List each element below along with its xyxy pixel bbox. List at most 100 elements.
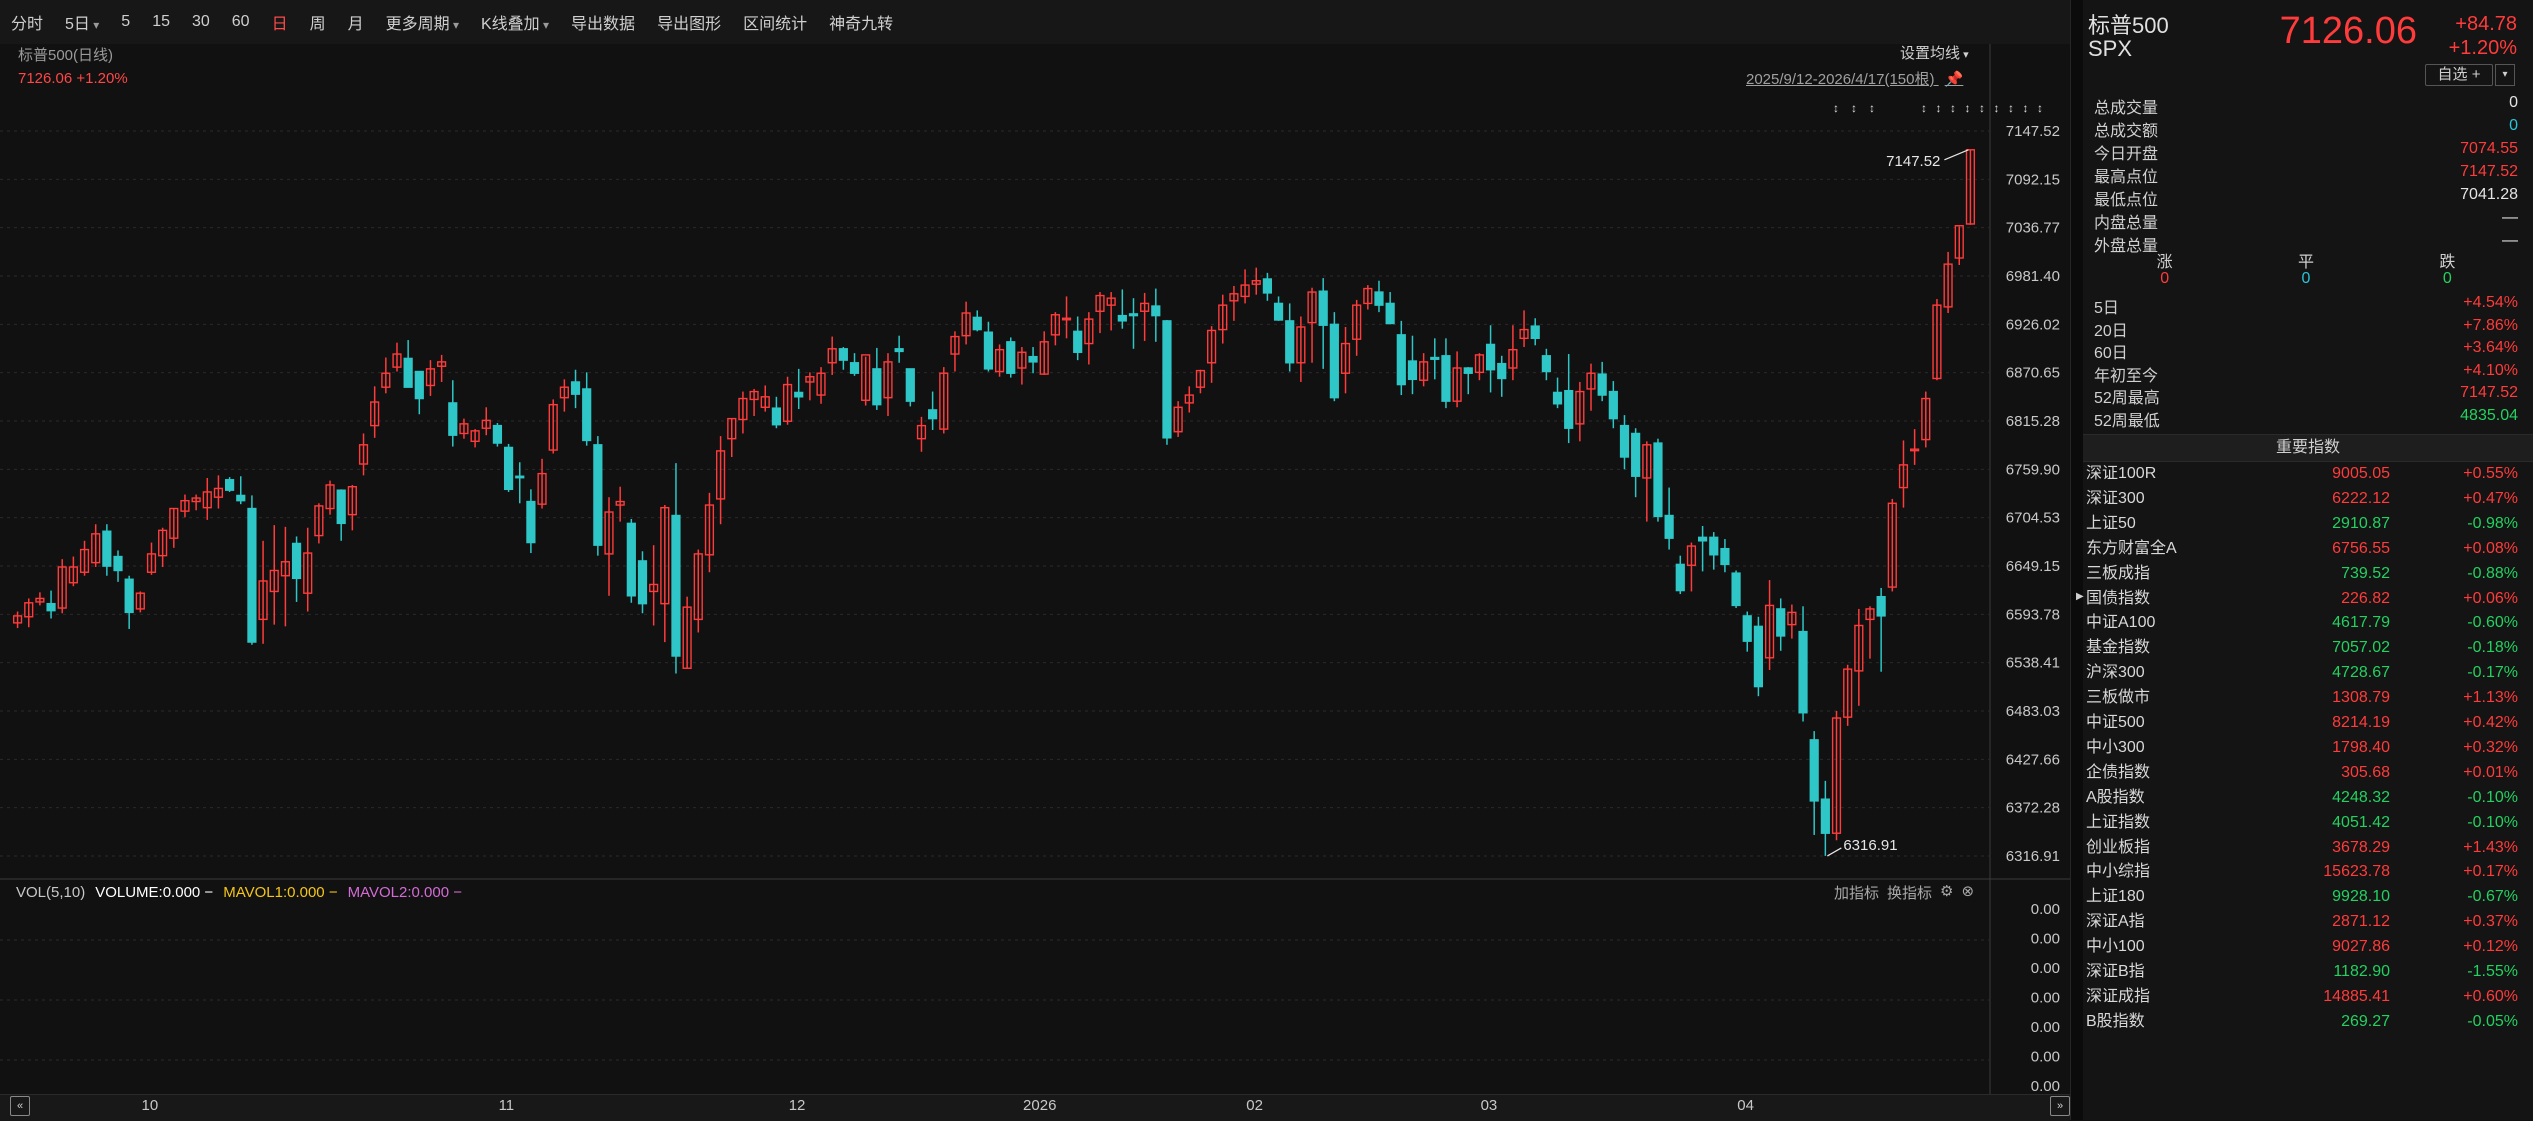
candle-body [236,494,246,502]
index-row[interactable]: 东方财富全A 6756.55 +0.08% [2086,537,2518,561]
index-row[interactable]: 三板成指 739.52 -0.88% [2086,562,2518,586]
stat-label: 总成交量 [2094,100,2159,117]
index-row[interactable]: 深证100R 9005.05 +0.55% [2086,462,2518,486]
index-price: 1798.40 [2332,738,2390,756]
candle-body [1318,290,1328,326]
event-arrow-icon: ↕ [1979,101,1985,115]
candle-body [1441,355,1451,402]
period-item[interactable]: 更多周期 [375,10,470,34]
index-name: 基金指数 [2086,639,2151,657]
vol-y-tick-label: 0.00 [2031,960,2060,977]
index-row[interactable]: 创业板指 3678.29 +1.43% [2086,836,2518,860]
period-item[interactable]: 日 [271,16,288,33]
index-row[interactable]: 上证50 2910.87 -0.98% [2086,512,2518,536]
candle-body [1619,424,1630,458]
stat-label: 最高点位 [2094,169,2159,186]
index-row[interactable]: A股指数 4248.32 -0.10% [2086,786,2518,810]
index-row[interactable]: 国债指数 226.82 +0.06% [2086,587,2518,611]
candle-body [1865,608,1875,621]
breadth-headers: 涨平跌 [2094,248,2518,272]
max-marker-label: 7147.52 [1886,153,1940,170]
index-row[interactable]: 中小综指 15623.78 +0.17% [2086,860,2518,884]
period-item[interactable]: 分时 [11,16,44,33]
candle-body [492,424,503,444]
period-item[interactable]: 15 [152,13,170,30]
candle-body [1285,320,1295,364]
candlestick-chart[interactable]: 7147.52 7092.15 7036.77 6981.40 6926.02 6870.… [0,44,2070,1094]
switch-indicator-button[interactable]: 换指标 [1887,885,1933,902]
index-row[interactable]: 深证成指 14885.41 +0.60% [2086,985,2518,1009]
period-item[interactable]: 区间统计 [743,16,808,33]
index-row[interactable]: 中小100 9027.86 +0.12% [2086,935,2518,959]
x-axis-label: 2026 [1023,1097,1057,1114]
candle-body [470,430,480,443]
candle-body [1407,360,1418,381]
index-row[interactable]: 中证500 8214.19 +0.42% [2086,711,2518,735]
index-row[interactable]: 三板做市 1308.79 +1.13% [2086,686,2518,710]
set-ma-button[interactable]: 设置均线 [1900,42,1969,63]
index-row[interactable]: 沪深300 4728.67 -0.17% [2086,661,2518,685]
scroll-right-icon[interactable]: » [2050,1096,2070,1116]
candle-body [660,506,670,605]
index-row[interactable]: 深证300 6222.12 +0.47% [2086,487,2518,511]
stat-value: 0 [2509,94,2518,111]
add-indicator-button[interactable]: 加指标 [1834,885,1880,902]
period-item[interactable]: K线叠加 [470,10,560,34]
scroll-left-icon[interactable]: « [10,1096,30,1116]
panel-splitter[interactable] [2070,0,2084,1120]
candle-body [437,361,447,367]
quote-stat-row: 总成交量 0 [2094,94,2518,117]
candle-body [158,529,168,557]
watchlist-dropdown-icon[interactable]: ▾ [2495,64,2515,86]
x-axis-label: 11 [498,1097,515,1114]
close-icon[interactable]: ⊗ [1961,883,1975,900]
period-item[interactable]: 5日 [54,10,110,34]
candle-body [503,446,514,491]
candle-body [1753,625,1764,688]
index-row[interactable]: 企债指数 305.68 +0.01% [2086,761,2518,785]
period-item[interactable]: 导出数据 [571,16,636,33]
candle-body [68,566,78,584]
index-row[interactable]: 中小300 1798.40 +0.32% [2086,736,2518,760]
index-row[interactable]: 深证A指 2871.12 +0.37% [2086,910,2518,934]
y-tick-label: 6815.28 [2006,413,2060,430]
candle-body [481,419,491,429]
period-item[interactable]: 周 [309,16,326,33]
period-item[interactable]: 月 [347,16,364,33]
candle-body [1597,373,1607,396]
index-row[interactable]: 基金指数 7057.02 -0.18% [2086,636,2518,660]
candle-body [738,397,748,421]
change-block: +84.78 +1.20% [2449,12,2517,60]
y-tick-label: 6538.41 [2006,655,2060,672]
row-expand-icon[interactable]: ▶ [2076,591,2084,602]
index-change: +0.42% [2463,714,2518,731]
candle-body [961,312,971,337]
perf-value: +7.86% [2463,316,2518,334]
index-price: 1308.79 [2332,689,2390,707]
chart-price-info: 7126.06 +1.20% [18,70,128,87]
index-row[interactable]: B股指数 269.27 -0.05% [2086,1010,2518,1034]
pin-icon[interactable]: 📌 [1944,71,1964,88]
index-row[interactable]: 上证指数 4051.42 -0.10% [2086,811,2518,835]
period-item[interactable]: 导出图形 [657,16,722,33]
index-name: 深证成指 [2086,987,2151,1005]
period-item[interactable]: 神奇九转 [829,16,894,33]
candle-body [24,602,34,618]
range-info[interactable]: 2025/9/12-2026/4/17(150根) 📌 [1746,68,1963,89]
candle-body [637,560,648,605]
vol-y-tick-label: 0.00 [2031,1078,2060,1094]
period-item[interactable]: 30 [191,13,210,30]
candle-body [1642,444,1652,479]
candle-body [537,472,547,505]
index-row[interactable]: 深证B指 1182.90 -1.55% [2086,960,2518,984]
index-row[interactable]: 上证180 9928.10 -0.67% [2086,885,2518,909]
candle-body [704,504,715,556]
index-row[interactable]: 中证A100 4617.79 -0.60% [2086,611,2518,635]
settings-gear-icon[interactable]: ⚙ [1940,883,1954,900]
period-item[interactable]: 5 [121,13,131,30]
candle-body [849,362,860,374]
perf-row: 52周最低 4835.04 [2094,407,2518,430]
period-item[interactable]: 60 [231,13,250,30]
add-watchlist-button[interactable]: 自选 + [2425,64,2493,86]
index-change: +0.17% [2463,863,2518,881]
